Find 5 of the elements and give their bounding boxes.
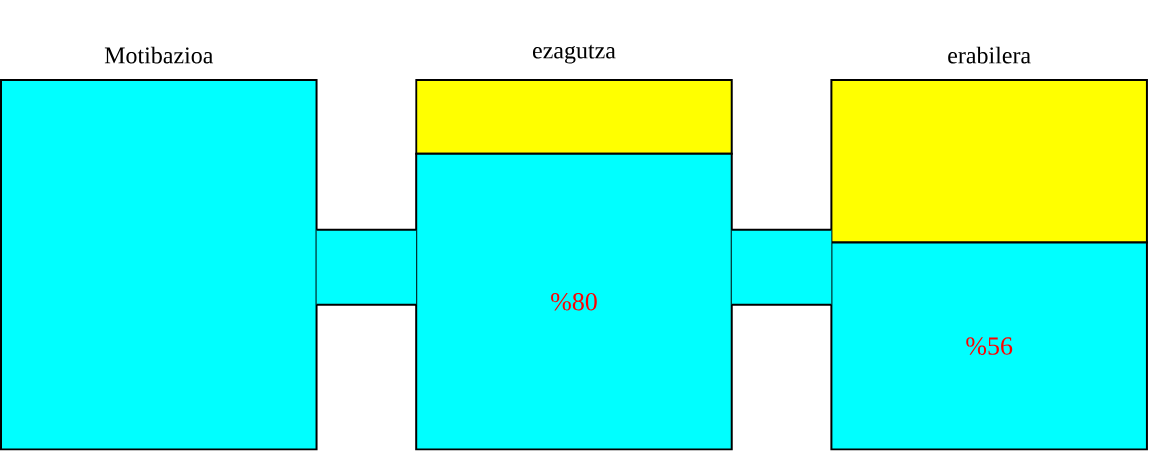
data-label: %56 xyxy=(966,337,1013,356)
x-tick-label: ezagutza xyxy=(532,45,616,64)
x-tick-label: erabilera xyxy=(948,46,1031,64)
data-label: %80 xyxy=(551,293,597,311)
x-tick-label: Motibazioa xyxy=(104,46,214,64)
